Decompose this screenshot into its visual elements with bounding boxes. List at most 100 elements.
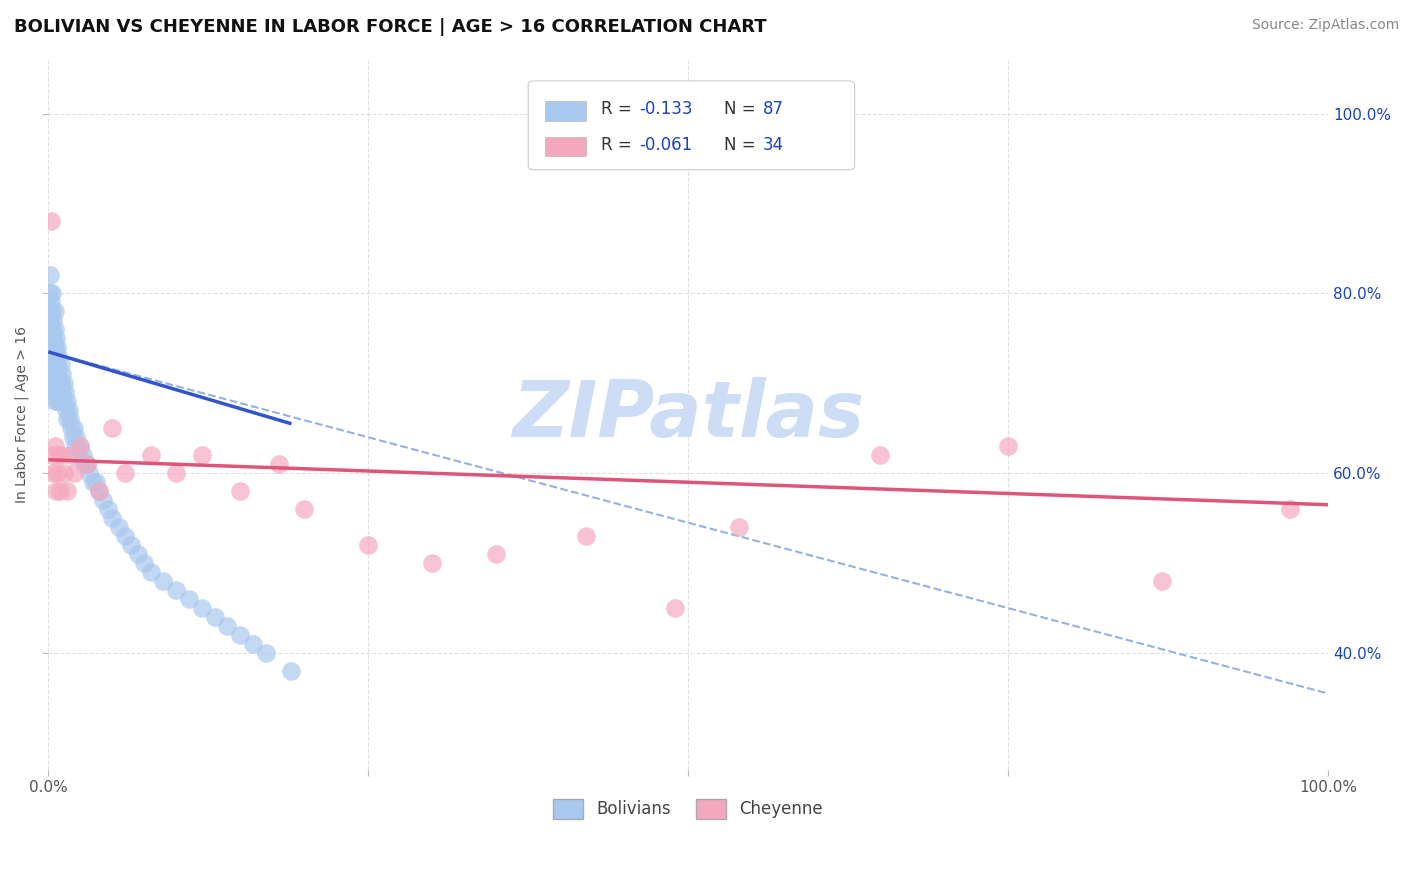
Point	[49, 448, 72, 462]
Point	[46, 340, 69, 354]
Point	[42, 385, 65, 400]
Text: 87: 87	[762, 100, 783, 119]
Text: -0.133: -0.133	[640, 100, 693, 119]
Point	[76, 457, 98, 471]
Point	[44, 439, 66, 453]
Point	[41, 359, 63, 373]
Point	[280, 664, 302, 678]
FancyBboxPatch shape	[546, 102, 586, 120]
Point	[38, 268, 60, 283]
Text: ZIPatlas: ZIPatlas	[512, 376, 865, 453]
Point	[44, 394, 66, 409]
Point	[84, 475, 107, 490]
Point	[165, 583, 187, 598]
Point	[267, 457, 290, 471]
Point	[165, 467, 187, 481]
Point	[152, 574, 174, 589]
Point	[69, 439, 91, 453]
Point	[120, 538, 142, 552]
Point	[77, 467, 100, 481]
Point	[39, 313, 62, 327]
Point	[869, 448, 891, 462]
Point	[63, 421, 86, 435]
Point	[127, 547, 149, 561]
Point	[101, 511, 124, 525]
Point	[52, 467, 75, 481]
Point	[60, 448, 83, 462]
Point	[39, 295, 62, 310]
Point	[39, 214, 62, 228]
Point	[55, 403, 77, 417]
Text: R =: R =	[602, 136, 637, 153]
Point	[42, 313, 65, 327]
Point	[139, 448, 162, 462]
Point	[177, 592, 200, 607]
Point	[56, 484, 79, 499]
Point	[51, 368, 73, 382]
Point	[107, 520, 129, 534]
Point	[38, 331, 60, 345]
Point	[69, 439, 91, 453]
Point	[62, 430, 84, 444]
Point	[72, 448, 94, 462]
FancyBboxPatch shape	[546, 136, 586, 156]
Point	[420, 556, 443, 570]
Point	[45, 368, 67, 382]
Point	[48, 385, 70, 400]
Text: -0.061: -0.061	[640, 136, 693, 153]
Point	[49, 394, 72, 409]
Point	[45, 385, 67, 400]
Point	[41, 304, 63, 318]
Point	[45, 484, 67, 499]
Point	[254, 646, 277, 660]
Y-axis label: In Labor Force | Age > 16: In Labor Force | Age > 16	[15, 326, 30, 503]
Point	[60, 421, 83, 435]
Point	[56, 412, 79, 426]
Text: Source: ZipAtlas.com: Source: ZipAtlas.com	[1251, 18, 1399, 32]
Point	[45, 349, 67, 363]
Point	[242, 637, 264, 651]
Text: N =: N =	[724, 136, 761, 153]
Point	[66, 448, 89, 462]
Point	[997, 439, 1019, 453]
Point	[229, 628, 252, 642]
Point	[139, 565, 162, 579]
Point	[56, 394, 79, 409]
Point	[229, 484, 252, 499]
Point	[59, 412, 82, 426]
Point	[42, 368, 65, 382]
Point	[1278, 502, 1301, 516]
Point	[42, 340, 65, 354]
Point	[89, 484, 111, 499]
Point	[63, 467, 86, 481]
Point	[114, 529, 136, 543]
Text: 34: 34	[762, 136, 783, 153]
Point	[42, 349, 65, 363]
Point	[49, 359, 72, 373]
Point	[42, 331, 65, 345]
Point	[44, 359, 66, 373]
Point	[48, 349, 70, 363]
Point	[48, 448, 70, 462]
Point	[44, 340, 66, 354]
Point	[76, 457, 98, 471]
Point	[97, 502, 120, 516]
FancyBboxPatch shape	[529, 81, 855, 169]
Point	[38, 286, 60, 301]
Point	[46, 394, 69, 409]
Point	[664, 601, 686, 615]
Point	[44, 304, 66, 318]
Point	[39, 340, 62, 354]
Legend: Bolivians, Cheyenne: Bolivians, Cheyenne	[547, 792, 830, 826]
Point	[101, 421, 124, 435]
Point	[48, 368, 70, 382]
Point	[39, 322, 62, 336]
Point	[49, 484, 72, 499]
Point	[38, 304, 60, 318]
Point	[45, 331, 67, 345]
Point	[42, 467, 65, 481]
Text: BOLIVIAN VS CHEYENNE IN LABOR FORCE | AGE > 16 CORRELATION CHART: BOLIVIAN VS CHEYENNE IN LABOR FORCE | AG…	[14, 18, 766, 36]
Point	[728, 520, 751, 534]
Point	[357, 538, 380, 552]
Point	[1150, 574, 1173, 589]
